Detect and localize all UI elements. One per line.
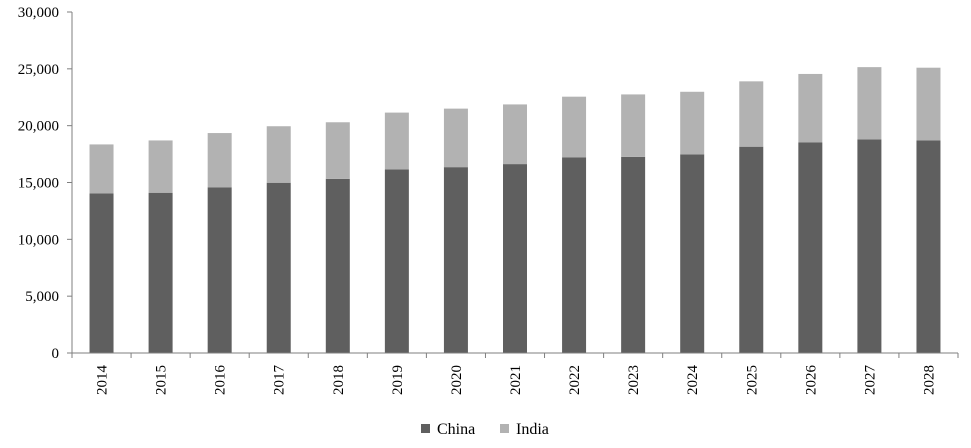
legend-label-india: India (516, 421, 549, 438)
x-tick-label: 2020 (449, 365, 465, 395)
legend-swatch-india (500, 424, 509, 433)
bar-india-2017 (266, 126, 291, 183)
bar-china-2027 (857, 139, 882, 353)
x-tick-label: 2024 (685, 365, 701, 396)
x-tick-label: 2026 (803, 365, 819, 396)
bar-china-2018 (325, 178, 350, 353)
bar-india-2016 (207, 133, 232, 188)
bar-india-2025 (739, 81, 764, 147)
bar-china-2022 (562, 157, 587, 353)
bar-china-2023 (621, 156, 646, 353)
x-tick-label: 2019 (390, 365, 406, 395)
bar-china-2028 (916, 140, 941, 353)
bar-india-2024 (680, 91, 705, 155)
bar-china-2025 (739, 146, 764, 353)
x-tick-label: 2018 (331, 365, 347, 395)
x-tick-label: 2023 (626, 365, 642, 395)
x-axis: 2014 2015 2016 2017 2018 2019 2020 2021 2022 2023… (71, 352, 959, 396)
legend: China India (421, 421, 549, 438)
bar-china-2015 (148, 192, 173, 353)
bar-india-2023 (621, 94, 646, 157)
bar-india-2021 (503, 104, 527, 165)
bar-india-2018 (325, 122, 350, 179)
bar-china-2019 (384, 169, 409, 353)
bar-china-2024 (680, 154, 705, 353)
bars (89, 67, 941, 353)
y-tick-label: 5,000 (25, 289, 59, 305)
y-tick-label: 25,000 (18, 62, 59, 78)
x-tick-label: 2027 (862, 365, 878, 396)
y-axis: 0 5,000 10,000 15,000 20,000 25,000 30,000 (18, 5, 73, 362)
legend-swatch-china (421, 424, 430, 433)
bar-india-2019 (384, 112, 409, 170)
y-tick-label: 0 (52, 346, 60, 362)
y-tick-label: 30,000 (18, 5, 59, 21)
bar-india-2027 (857, 67, 882, 140)
legend-label-china: China (437, 421, 475, 438)
bar-india-2026 (798, 73, 823, 143)
y-tick-label: 15,000 (18, 176, 59, 192)
x-tick-label: 2015 (154, 365, 170, 395)
x-tick-label: 2014 (95, 365, 111, 396)
bar-india-2022 (562, 96, 587, 158)
bar-india-2028 (916, 67, 941, 141)
x-tick-label: 2025 (744, 365, 760, 395)
x-tick-label: 2017 (272, 365, 288, 396)
x-tick-label: 2021 (508, 365, 524, 395)
bar-india-2014 (89, 144, 114, 194)
bar-china-2014 (89, 193, 114, 353)
bar-china-2021 (503, 164, 527, 353)
y-tick-label: 10,000 (18, 232, 59, 248)
bar-china-2026 (798, 142, 823, 353)
bar-india-2020 (443, 108, 468, 168)
x-tick-label: 2016 (213, 365, 229, 396)
bar-china-2017 (266, 182, 291, 353)
x-tick-label: 2028 (921, 365, 937, 395)
bar-china-2016 (207, 187, 232, 353)
y-tick-label: 20,000 (18, 119, 59, 135)
bar-india-2015 (148, 140, 173, 193)
bar-china-2020 (443, 167, 468, 353)
x-tick-label: 2022 (567, 365, 583, 395)
